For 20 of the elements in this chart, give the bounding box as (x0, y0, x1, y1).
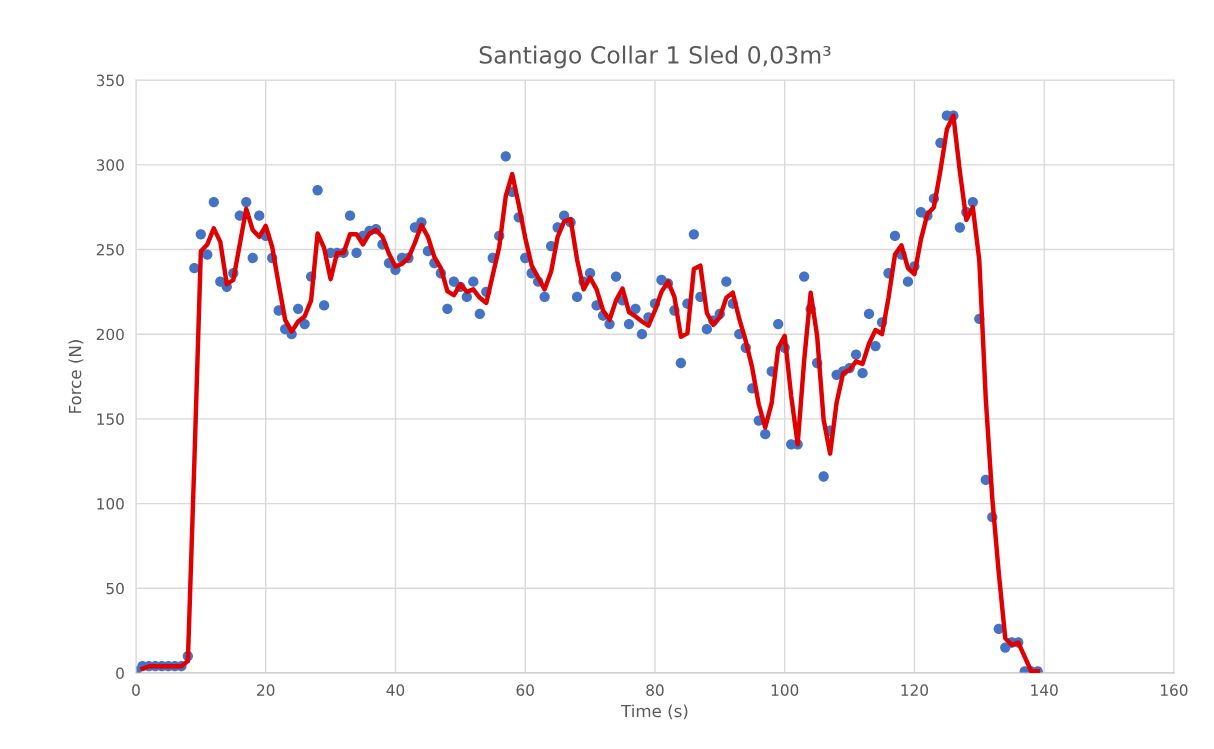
y-tick-label: 0 (116, 667, 124, 679)
y-axis-title: Force (N) (68, 340, 84, 413)
y-tick-label: 300 (96, 159, 124, 171)
x-tick-label: 140 (1031, 684, 1058, 696)
x-tick-label: 60 (516, 684, 534, 696)
y-tick-label: 50 (106, 582, 124, 595)
x-tick-label: 100 (771, 684, 799, 696)
x-tick-label: 20 (257, 684, 275, 696)
x-tick-label: 40 (386, 684, 405, 696)
x-tick-label: 160 (1161, 684, 1188, 696)
x-tick-label: 80 (646, 684, 664, 696)
y-tick-label: 200 (96, 328, 124, 341)
y-tick-label: 250 (96, 243, 124, 256)
y-tick-label: 100 (97, 498, 124, 510)
x-axis-title: Time (s) (621, 704, 688, 720)
chart-title: Santiago Collar 1 Sled 0,03m³ (479, 45, 831, 69)
x-tick-label: 0 (132, 684, 140, 696)
x-tick-label: 120 (901, 684, 929, 696)
y-tick-label: 350 (96, 74, 124, 87)
y-tick-label: 150 (97, 413, 124, 425)
